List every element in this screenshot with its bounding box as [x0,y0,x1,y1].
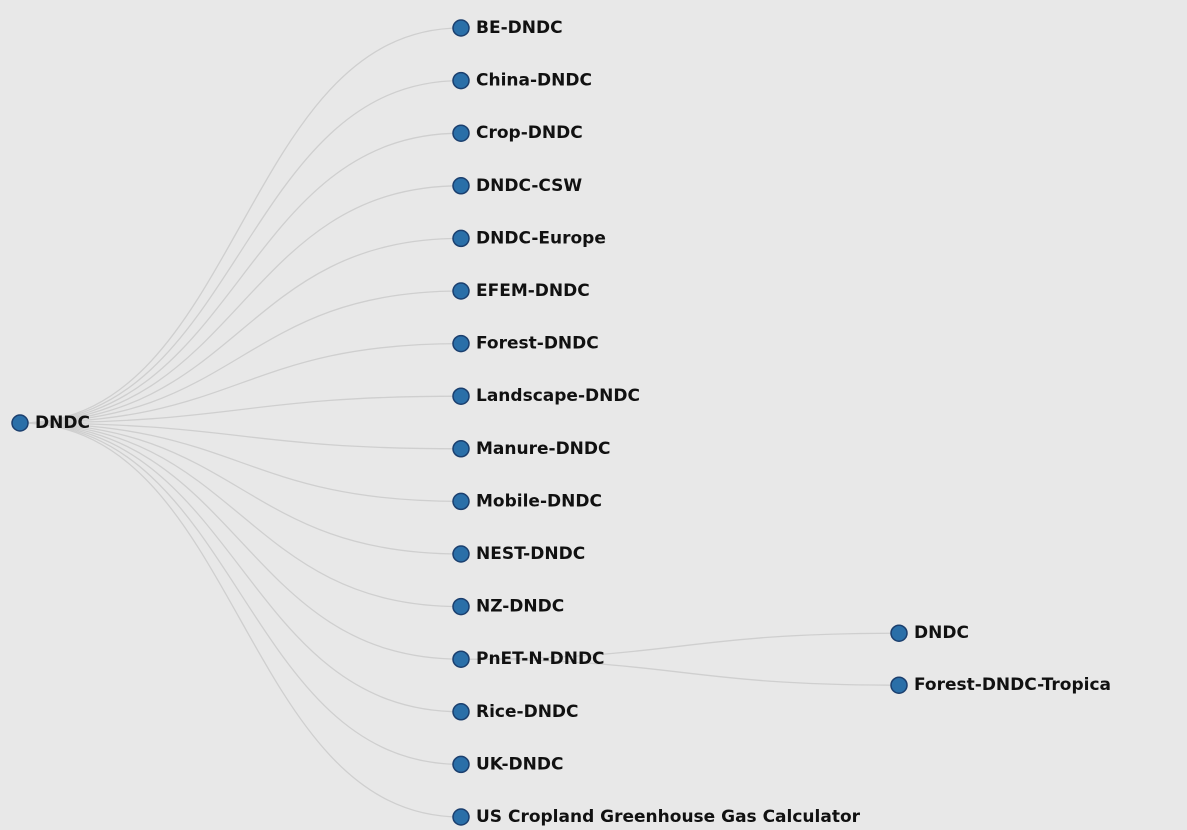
node-label: Mobile-DNDC [476,491,602,511]
node-circle[interactable] [452,282,470,300]
tree-node-pnet-n-dndc[interactable]: PnET-N-DNDC [452,649,605,669]
tree-node-efem-dndc[interactable]: EFEM-DNDC [452,281,590,301]
node-label: PnET-N-DNDC [476,649,605,669]
link-us-cropland-greenhouse-gas-calculator [19,422,462,818]
node-label: China-DNDC [476,71,592,91]
node-label: Rice-DNDC [476,702,579,722]
link-manure-dndc [19,422,462,450]
tree-node-nz-dndc[interactable]: NZ-DNDC [452,597,564,617]
node-label: Forest-DNDC-Tropica [914,675,1111,695]
link-uk-dndc [19,422,462,766]
node-label: DNDC-CSW [476,176,582,196]
link-landscape-dndc [19,395,462,424]
node-circle[interactable] [452,545,470,563]
node-circle[interactable] [452,229,470,248]
node-circle[interactable] [452,334,470,353]
tree-node-nest-dndc[interactable]: NEST-DNDC [452,544,585,564]
node-circle[interactable] [452,703,470,721]
node-label: DNDC [35,413,90,433]
node-label: UK-DNDC [476,754,563,774]
node-circle[interactable] [452,124,470,142]
node-label: Crop-DNDC [476,123,583,143]
links-layer [19,27,900,818]
tree-node-uk-dndc[interactable]: UK-DNDC [452,754,563,774]
tree-node-dndc-europe[interactable]: DNDC-Europe [452,228,606,248]
node-label: DNDC-Europe [476,228,606,248]
node-circle[interactable] [452,650,470,668]
link-china-dndc [19,79,462,424]
link-be-dndc [19,27,462,424]
node-label: NZ-DNDC [476,597,564,617]
node-label: US Cropland Greenhouse Gas Calculator [476,807,861,827]
node-circle[interactable] [452,177,470,195]
node-label: Forest-DNDC [476,334,599,354]
node-label: NEST-DNDC [476,544,585,564]
node-circle[interactable] [452,19,470,37]
tree-node-forest-dndc-tropica[interactable]: Forest-DNDC-Tropica [890,675,1111,695]
node-circle[interactable] [452,387,470,405]
link-pnet-n-dndc-dndc [460,632,900,660]
link-efem-dndc [19,290,462,424]
tree-node-dndc[interactable]: DNDC [11,413,90,433]
link-dndc-europe [19,237,462,424]
link-forest-dndc [19,342,462,424]
link-crop-dndc [19,132,462,424]
node-circle[interactable] [452,492,470,511]
node-circle[interactable] [452,755,470,774]
tree-node-manure-dndc[interactable]: Manure-DNDC [452,439,611,459]
tree-node-dndc[interactable]: DNDC [890,623,969,643]
link-dndc-csw [19,185,462,424]
node-circle[interactable] [890,624,908,642]
tree-node-landscape-dndc[interactable]: Landscape-DNDC [452,386,640,406]
link-rice-dndc [19,422,462,713]
tree-node-rice-dndc[interactable]: Rice-DNDC [452,702,579,722]
link-nest-dndc [19,422,462,555]
node-label: BE-DNDC [476,18,563,38]
link-nz-dndc [19,422,462,608]
node-circle[interactable] [11,414,29,432]
tree-node-china-dndc[interactable]: China-DNDC [452,71,592,91]
node-circle[interactable] [452,71,470,90]
node-circle[interactable] [890,676,908,694]
node-label: EFEM-DNDC [476,281,590,301]
nodes-layer: DNDC BE-DNDC China-DNDC Crop-DNDC DNDC-CSW DN… [11,18,1111,827]
link-pnet-n-dndc-forest-dndc-tropica [460,658,900,686]
node-label: DNDC [914,623,969,643]
tree-node-dndc-csw[interactable]: DNDC-CSW [452,176,582,196]
node-label: Landscape-DNDC [476,386,640,406]
node-circle[interactable] [452,808,470,826]
node-circle[interactable] [452,597,470,616]
node-circle[interactable] [452,440,470,458]
tree-node-mobile-dndc[interactable]: Mobile-DNDC [452,491,602,511]
tree-node-crop-dndc[interactable]: Crop-DNDC [452,123,583,143]
node-label: Manure-DNDC [476,439,611,459]
tree-node-us-cropland-greenhouse-gas-calculator[interactable]: US Cropland Greenhouse Gas Calculator [452,807,861,827]
link-mobile-dndc [19,422,462,503]
link-pnet-n-dndc [19,422,462,660]
tree-node-be-dndc[interactable]: BE-DNDC [452,18,563,38]
tree-node-forest-dndc[interactable]: Forest-DNDC [452,334,599,354]
